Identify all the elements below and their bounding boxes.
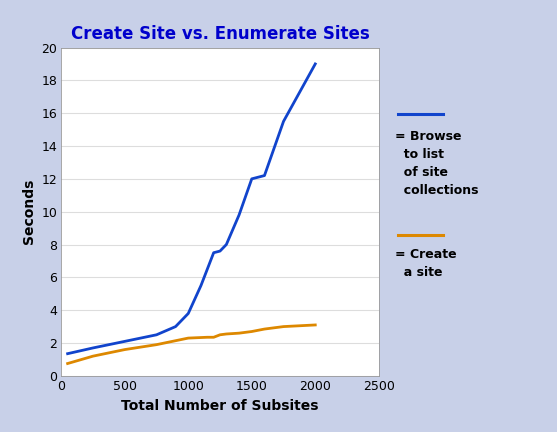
Text: = Browse
  to list
  of site
  collections: = Browse to list of site collections (395, 130, 479, 197)
Title: Create Site vs. Enumerate Sites: Create Site vs. Enumerate Sites (71, 25, 369, 43)
Y-axis label: Seconds: Seconds (22, 179, 36, 245)
X-axis label: Total Number of Subsites: Total Number of Subsites (121, 399, 319, 413)
Text: = Create
  a site: = Create a site (395, 248, 457, 280)
